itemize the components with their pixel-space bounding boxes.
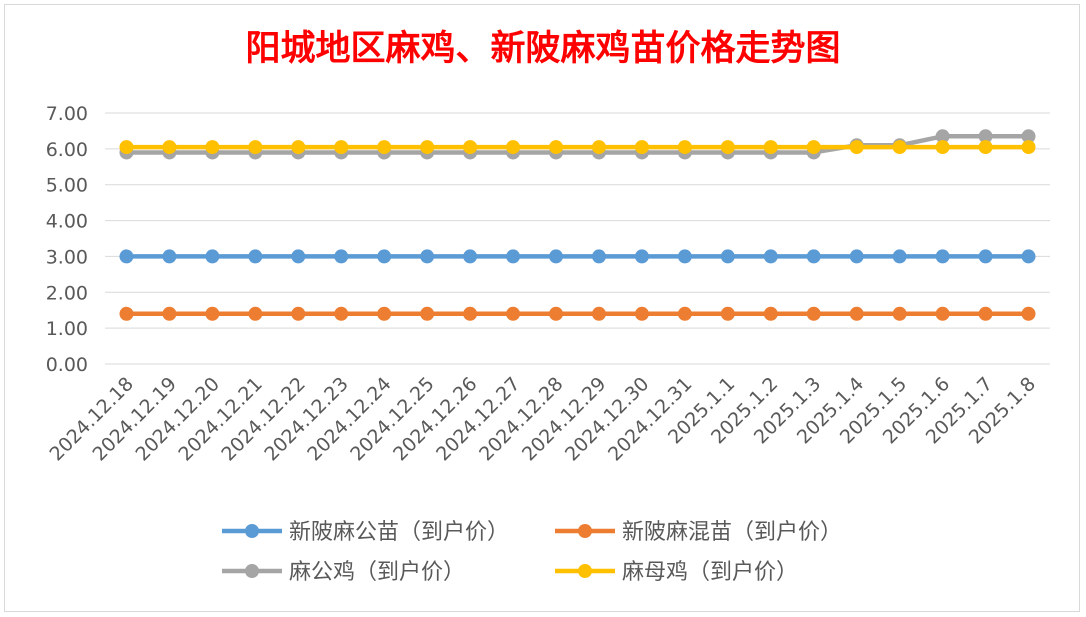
- y-tick-label: 4.00: [46, 211, 88, 233]
- data-point: [291, 249, 306, 264]
- x-axis-tick-labels: 2024.12.182024.12.192024.12.202024.12.21…: [46, 373, 1041, 465]
- y-tick-label: 1.00: [46, 318, 88, 340]
- y-tick-label: 2.00: [46, 282, 88, 304]
- y-tick-label: 6.00: [46, 139, 88, 161]
- data-point: [806, 249, 821, 264]
- data-point: [205, 306, 220, 321]
- legend-swatch-marker: [578, 564, 592, 578]
- data-point: [119, 306, 134, 321]
- data-point: [892, 249, 907, 264]
- data-point: [806, 140, 821, 155]
- data-point: [806, 306, 821, 321]
- data-point: [591, 306, 606, 321]
- data-point: [720, 306, 735, 321]
- data-point: [677, 306, 692, 321]
- legend-swatch-marker: [245, 564, 259, 578]
- data-point: [334, 249, 349, 264]
- data-point: [763, 249, 778, 264]
- y-tick-label: 3.00: [46, 246, 88, 268]
- data-point: [205, 140, 220, 155]
- data-point: [677, 249, 692, 264]
- data-point: [1021, 306, 1036, 321]
- data-point: [248, 306, 263, 321]
- data-point: [763, 140, 778, 155]
- data-point: [291, 306, 306, 321]
- legend-item: 新陂麻混苗（到户价）: [555, 520, 842, 545]
- data-point: [677, 140, 692, 155]
- series-1: [119, 249, 1036, 264]
- legend-item: 麻母鸡（到户价）: [555, 560, 798, 585]
- data-point: [1021, 129, 1036, 144]
- data-point: [334, 140, 349, 155]
- data-point: [248, 140, 263, 155]
- legend-label: 麻公鸡（到户价）: [289, 560, 465, 585]
- data-point: [549, 306, 564, 321]
- legend: 新陂麻公苗（到户价） 新陂麻混苗（到户价） 麻公鸡（到户价） 麻母鸡（到户价）: [222, 520, 842, 585]
- y-axis-tick-labels: 0.00 1.00 2.00 3.00 4.00 5.00 6.00 7.00: [46, 103, 88, 376]
- data-point: [119, 140, 134, 155]
- y-tick-label: 0.00: [46, 354, 88, 376]
- data-point: [978, 140, 993, 155]
- data-point: [463, 249, 478, 264]
- data-point: [892, 140, 907, 155]
- y-tick-label: 7.00: [46, 103, 88, 125]
- data-point: [420, 306, 435, 321]
- data-point: [463, 306, 478, 321]
- data-point: [463, 140, 478, 155]
- legend-label: 麻母鸡（到户价）: [622, 560, 798, 585]
- data-point: [549, 140, 564, 155]
- series-4: [119, 140, 1036, 155]
- data-point: [634, 306, 649, 321]
- data-point: [763, 306, 778, 321]
- data-point: [119, 249, 134, 264]
- legend-label: 新陂麻公苗（到户价）: [289, 520, 509, 545]
- data-point: [506, 140, 521, 155]
- data-point: [720, 249, 735, 264]
- data-point: [591, 140, 606, 155]
- data-point: [849, 249, 864, 264]
- data-point: [162, 140, 177, 155]
- data-point: [334, 306, 349, 321]
- y-tick-label: 5.00: [46, 175, 88, 197]
- data-point: [892, 306, 907, 321]
- data-point: [420, 249, 435, 264]
- data-point: [935, 249, 950, 264]
- data-point: [162, 306, 177, 321]
- data-point: [506, 306, 521, 321]
- data-point: [935, 129, 950, 144]
- data-point: [248, 249, 263, 264]
- data-point: [549, 249, 564, 264]
- data-point: [978, 249, 993, 264]
- legend-item: 麻公鸡（到户价）: [222, 560, 465, 585]
- data-point: [935, 306, 950, 321]
- data-point: [634, 249, 649, 264]
- data-point: [1021, 140, 1036, 155]
- data-point: [162, 249, 177, 264]
- data-point: [978, 129, 993, 144]
- series-lines: [119, 129, 1036, 321]
- data-point: [377, 306, 392, 321]
- legend-item: 新陂麻公苗（到户价）: [222, 520, 509, 545]
- data-point: [935, 140, 950, 155]
- data-point: [506, 249, 521, 264]
- data-point: [849, 140, 864, 155]
- series-2: [119, 306, 1036, 321]
- data-point: [720, 140, 735, 155]
- data-point: [377, 249, 392, 264]
- data-point: [591, 249, 606, 264]
- data-point: [634, 140, 649, 155]
- data-point: [205, 249, 220, 264]
- data-point: [291, 140, 306, 155]
- chart-title: 阳城地区麻鸡、新陂麻鸡苗价格走势图: [245, 28, 840, 69]
- legend-swatch-marker: [245, 524, 259, 538]
- legend-swatch-marker: [578, 524, 592, 538]
- data-point: [978, 306, 993, 321]
- data-point: [849, 306, 864, 321]
- data-point: [420, 140, 435, 155]
- data-point: [377, 140, 392, 155]
- data-point: [1021, 249, 1036, 264]
- legend-label: 新陂麻混苗（到户价）: [622, 520, 842, 545]
